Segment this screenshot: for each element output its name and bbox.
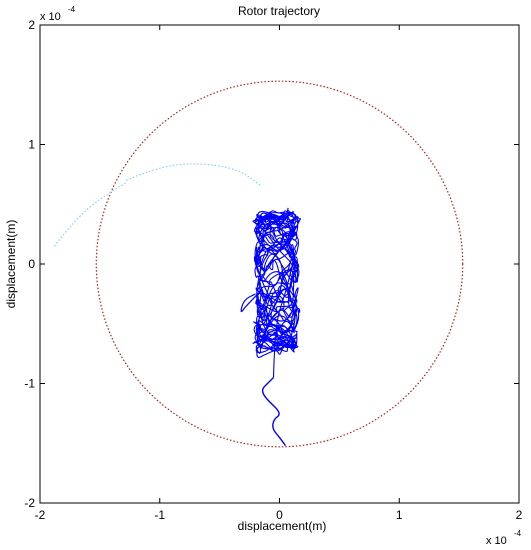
arc-trace-2 — [53, 182, 127, 247]
plot-area — [39, 24, 520, 504]
trajectory-spur — [240, 289, 262, 313]
x-tick-label: 1 — [396, 508, 403, 522]
y-tick-label: 2 — [28, 18, 35, 32]
x-tick-label: 0 — [276, 508, 283, 522]
x-multiplier-base: x 10 — [486, 535, 507, 547]
trajectory-tail — [261, 377, 287, 447]
y-tick-label: -2 — [24, 496, 35, 510]
arc-trace-1 — [125, 163, 262, 187]
axis-ticks: -2 -1 0 1 2 -2 -1 0 1 2 — [24, 18, 522, 522]
y-multiplier-base: x 10 — [40, 11, 61, 23]
series-layer — [53, 80, 464, 448]
rotor-trajectory-line — [240, 207, 301, 447]
y-tick-label: 1 — [28, 138, 35, 152]
y-axis-label: displacement(m) — [4, 220, 18, 309]
y-tick-label: 0 — [28, 257, 35, 271]
clearance-circle — [95, 80, 464, 448]
x-tick-label: 2 — [516, 508, 523, 522]
trajectory-loops — [252, 207, 301, 378]
x-axis-label: displacement(m) — [238, 519, 327, 533]
y-tick-label: -1 — [24, 377, 35, 391]
y-multiplier-exponent: -4 — [68, 5, 76, 14]
y-axis-multiplier: x 10 -4 — [40, 5, 76, 23]
chart-title: Rotor trajectory — [238, 4, 320, 18]
x-tick-label: -2 — [35, 508, 46, 522]
x-tick-label: -1 — [154, 508, 165, 522]
x-multiplier-exponent: -4 — [514, 529, 522, 538]
x-axis-multiplier: x 10 -4 — [486, 529, 522, 547]
